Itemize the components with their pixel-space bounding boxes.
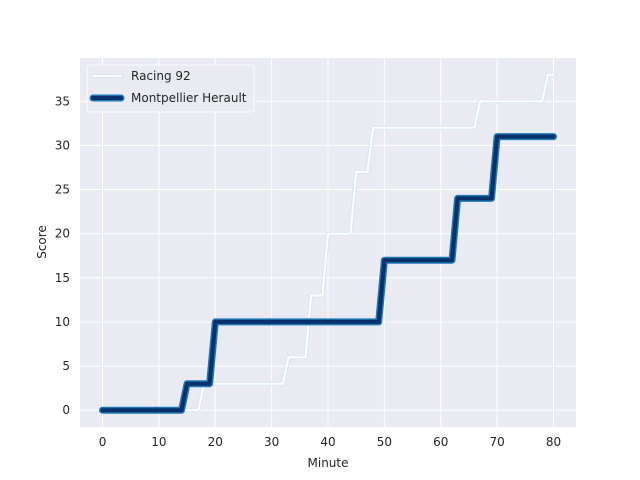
- x-tick-label: 40: [320, 435, 335, 449]
- x-tick-label: 0: [99, 435, 107, 449]
- legend: Racing 92 Montpellier Herault: [86, 64, 255, 113]
- x-tick-label: 10: [151, 435, 166, 449]
- legend-box: [86, 64, 255, 113]
- y-tick-label: 5: [62, 359, 70, 373]
- ticks-layer: 0 10 20 30 40 50 60 70 80 0 5 10 15 20 25 30 35: [55, 94, 561, 449]
- x-tick-label: 50: [377, 435, 392, 449]
- y-tick-label: 15: [55, 271, 70, 285]
- x-tick-label: 20: [208, 435, 223, 449]
- legend-label-montpellier-herault: Montpellier Herault: [131, 91, 247, 105]
- y-tick-label: 20: [55, 227, 70, 241]
- y-tick-label: 10: [55, 315, 70, 329]
- x-tick-label: 60: [433, 435, 448, 449]
- legend-label-racing-92: Racing 92: [131, 69, 191, 83]
- series-line-montpellier-herault: [100, 134, 556, 413]
- y-tick-label: 25: [55, 183, 70, 197]
- y-axis-label: Score: [35, 225, 49, 259]
- y-tick-label: 30: [55, 138, 70, 152]
- y-tick-label: 0: [62, 403, 70, 417]
- series-line-racing-92: [101, 73, 555, 412]
- series-layer: [99, 72, 557, 414]
- x-tick-label: 70: [489, 435, 504, 449]
- x-tick-label: 30: [264, 435, 279, 449]
- y-tick-label: 35: [55, 94, 70, 108]
- x-axis-label: Minute: [308, 456, 349, 470]
- x-tick-label: 80: [546, 435, 561, 449]
